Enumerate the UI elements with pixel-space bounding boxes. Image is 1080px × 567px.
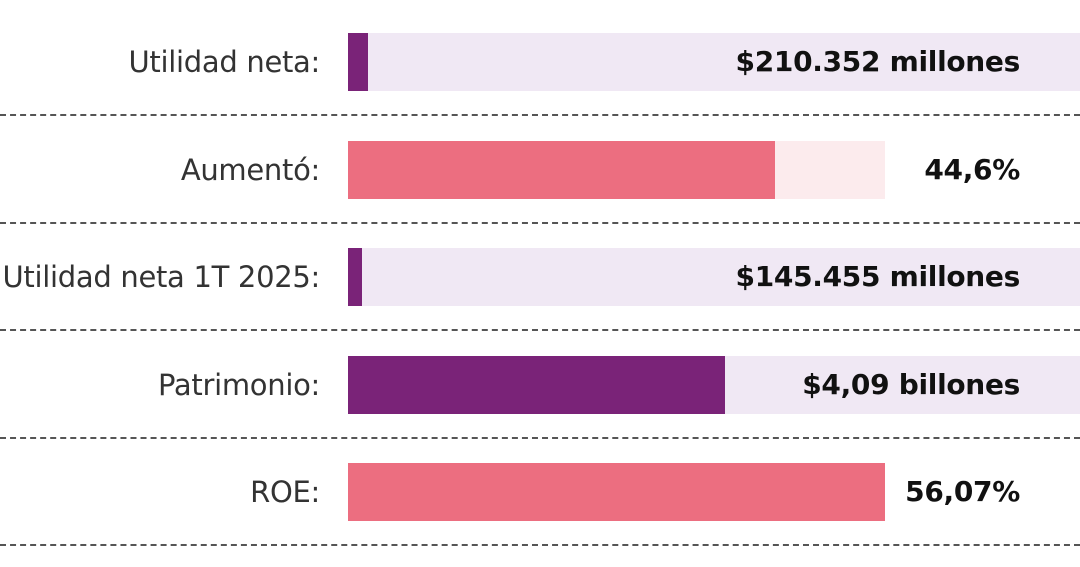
row-label: Aumentó:: [180, 152, 320, 187]
dashed-divider: [0, 544, 1080, 546]
bar-fill: [348, 463, 885, 521]
bar-track: [348, 33, 1080, 91]
dashed-divider: [0, 329, 1080, 331]
chart-row-aumento: Aumentó: 44,6%: [0, 140, 1080, 199]
dashed-divider: [0, 436, 1080, 439]
row-label: ROE:: [250, 475, 320, 509]
chart-row-patrimonio: Patrimonio: $4,09 billones: [0, 355, 1080, 414]
row-label: Utilidad neta 1T 2025:: [2, 260, 320, 294]
bar-fill: [348, 140, 775, 199]
value-label: $145.455 millones: [735, 260, 1021, 293]
bar-fill: [348, 248, 362, 306]
value-label: 56,07%: [905, 475, 1020, 508]
dashed-divider: [0, 114, 1080, 116]
dashed-divider: [0, 221, 1080, 224]
chart-row-utilidad-neta: Utilidad neta: $210.352 millones: [0, 33, 1080, 91]
bar-track: [348, 248, 1080, 306]
value-label: 44,6%: [924, 152, 1020, 186]
row-label: Patrimonio:: [158, 367, 320, 402]
value-label: $4,09 billones: [802, 367, 1020, 401]
chart-row-utilidad-neta-1t-2025: Utilidad neta 1T 2025: $145.455 millones: [0, 248, 1080, 306]
value-label: $210.352 millones: [735, 45, 1021, 78]
chart-row-roe: ROE: 56,07%: [0, 463, 1080, 521]
bar-fill: [348, 355, 725, 414]
bar-fill: [348, 33, 368, 91]
row-label: Utilidad neta:: [128, 45, 320, 79]
